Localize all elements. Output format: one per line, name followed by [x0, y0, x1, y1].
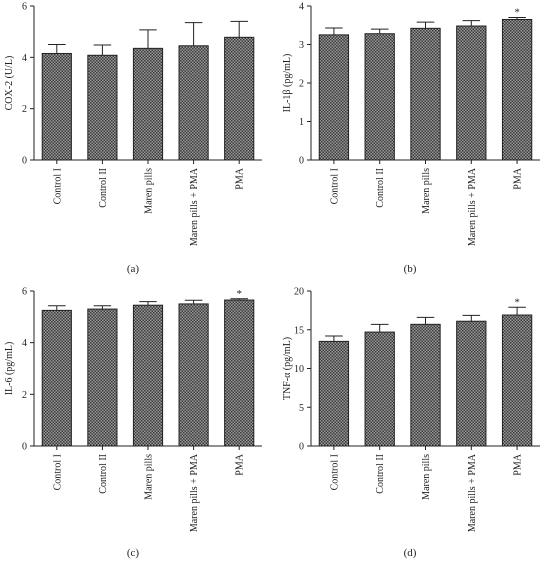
y-tick-label: 4	[22, 53, 27, 64]
significance-marker: *	[236, 288, 242, 300]
y-tick-label: 4	[299, 2, 304, 13]
category-label: Control I	[329, 168, 340, 204]
bar-4	[178, 303, 209, 447]
panel-label: (d)	[404, 547, 417, 559]
category-label: Maren pills + PMA	[467, 453, 478, 532]
category-label: Control II	[375, 454, 386, 494]
category-label: Control I	[52, 168, 63, 204]
category-label: Maren pills	[144, 168, 155, 214]
chart-panel-2: 0 1 2 3 4 IL-1β (pg/mL) Control I Control II Mar…	[282, 2, 540, 275]
bar-1	[318, 34, 350, 161]
category-label: Maren pills	[421, 454, 432, 500]
bar-2	[364, 33, 395, 161]
panel-label: (a)	[127, 263, 140, 275]
panel-label: (c)	[127, 547, 140, 559]
category-label: Maren pills + PMA	[189, 167, 200, 246]
y-axis-label: TNF-α (pg/mL)	[282, 337, 293, 400]
y-tick-label: 0	[299, 156, 304, 167]
bar-3	[410, 27, 441, 161]
category-label: Maren pills + PMA	[467, 167, 478, 246]
bar-4	[456, 320, 487, 447]
bar-3	[132, 47, 164, 161]
y-axis-label: IL-1β (pg/mL)	[282, 54, 293, 113]
y-tick-label: 2	[22, 104, 27, 115]
bar-3	[410, 323, 441, 447]
bar-4	[178, 45, 209, 161]
bar-1	[318, 340, 350, 447]
y-tick-label: 0	[299, 442, 304, 453]
bar-2	[87, 308, 118, 447]
category-label: Control II	[98, 168, 109, 208]
y-tick-label: 15	[294, 325, 304, 336]
category-label: Control I	[52, 454, 63, 490]
bar-5	[224, 36, 255, 161]
significance-marker: *	[514, 296, 520, 308]
bar-2	[364, 331, 395, 447]
bar-5	[224, 299, 255, 447]
y-tick-label: 3	[299, 40, 304, 51]
chart-panel-1: 0 2 4 6 COX-2 (U/L) Control I Control II Maren …	[4, 2, 262, 275]
chart-panel-4: 0 5 10 15 20 TNF-α (pg/mL) Control I Control II…	[282, 287, 540, 559]
category-label: Maren pills	[144, 454, 155, 500]
category-label: Control II	[375, 168, 386, 208]
y-tick-label: 5	[299, 403, 304, 414]
bar-2	[87, 54, 118, 161]
y-tick-label: 6	[22, 2, 27, 13]
y-tick-label: 1	[299, 117, 304, 128]
bar-4	[456, 25, 487, 161]
category-label: PMA	[513, 453, 524, 475]
y-tick-label: 6	[22, 287, 27, 298]
category-label: Control I	[329, 454, 340, 490]
significance-marker: *	[514, 7, 520, 19]
y-axis-label: IL-6 (pg/mL)	[4, 342, 15, 396]
y-tick-label: 0	[22, 156, 27, 167]
y-tick-label: 2	[22, 390, 27, 401]
category-label: PMA	[235, 453, 246, 475]
category-label: Maren pills + PMA	[189, 453, 200, 532]
bar-5	[501, 314, 533, 447]
bar-1	[41, 309, 72, 447]
y-tick-label: 2	[299, 79, 304, 90]
category-label: Maren pills	[421, 168, 432, 214]
bar-1	[41, 52, 72, 161]
y-tick-label: 20	[294, 287, 304, 298]
y-tick-label: 10	[294, 364, 304, 375]
category-label: PMA	[513, 167, 524, 189]
category-label: PMA	[235, 167, 246, 189]
y-axis-label: COX-2 (U/L)	[4, 56, 15, 111]
bar-3	[132, 304, 164, 447]
panel-label: (b)	[404, 263, 417, 275]
bar-5	[501, 18, 533, 161]
chart-panel-3: 0 2 4 6 IL-6 (pg/mL) Control I Control II Maren…	[4, 287, 262, 559]
y-tick-label: 4	[22, 338, 27, 349]
y-tick-label: 0	[22, 442, 27, 453]
category-label: Control II	[98, 454, 109, 494]
